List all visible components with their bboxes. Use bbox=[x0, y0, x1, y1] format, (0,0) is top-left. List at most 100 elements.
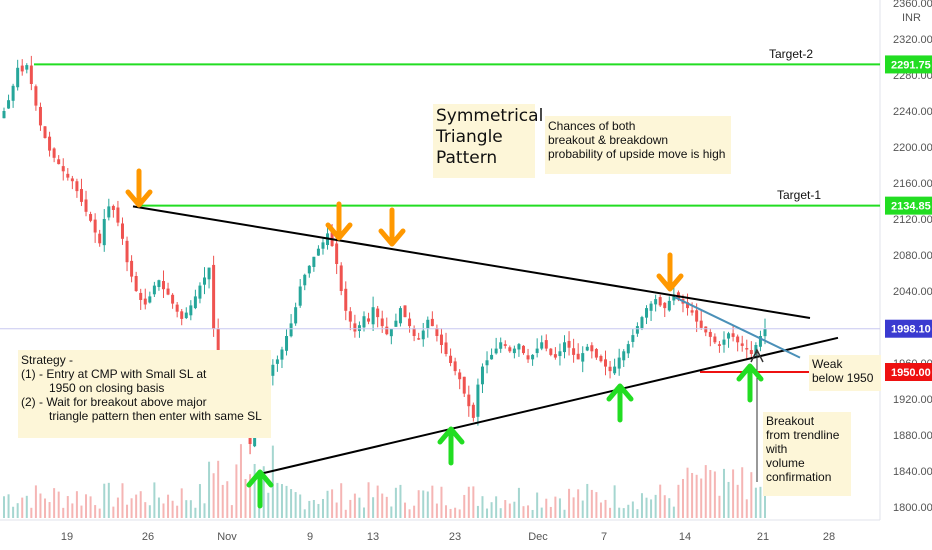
candle-body bbox=[380, 318, 384, 327]
candle-body bbox=[312, 256, 316, 267]
candle-body bbox=[294, 307, 298, 324]
candle-body bbox=[57, 159, 61, 165]
strategy-line: Strategy - bbox=[21, 353, 74, 367]
candle-body bbox=[667, 300, 671, 311]
candle-body bbox=[690, 310, 694, 313]
candle-body bbox=[102, 219, 106, 246]
volume-bar bbox=[208, 461, 211, 518]
candle-body bbox=[485, 360, 489, 366]
volume-bar bbox=[426, 491, 429, 518]
volume-bar bbox=[399, 484, 402, 518]
candle-body bbox=[526, 355, 530, 360]
volume-bar bbox=[271, 445, 274, 518]
y-tick-label: 2360.00 bbox=[893, 0, 932, 10]
volume-bar bbox=[7, 494, 10, 518]
candle-body bbox=[148, 296, 152, 303]
candle-body bbox=[581, 353, 585, 362]
target1-label: Target-1 bbox=[777, 188, 822, 202]
volume-bar bbox=[21, 497, 24, 518]
volume-bar bbox=[167, 494, 170, 518]
volume-bar bbox=[727, 481, 730, 518]
price-tag-label: 1998.10 bbox=[891, 324, 931, 336]
y-tick-label: 2320.00 bbox=[893, 34, 932, 46]
volume-bar bbox=[80, 505, 83, 518]
volume-bar bbox=[440, 486, 443, 518]
candle-body bbox=[540, 342, 544, 349]
volume-bar bbox=[713, 471, 716, 518]
candle-body bbox=[562, 342, 566, 353]
candle-body bbox=[116, 207, 120, 223]
volume-bar bbox=[668, 498, 671, 518]
candle-body bbox=[531, 354, 535, 360]
candle-body bbox=[549, 348, 553, 355]
candle-body bbox=[216, 328, 220, 358]
volume-bar bbox=[317, 503, 320, 518]
candle-body bbox=[362, 316, 366, 328]
candle-body bbox=[449, 355, 453, 363]
volume-bar bbox=[25, 495, 28, 518]
candle-body bbox=[335, 243, 339, 264]
volume-bar bbox=[12, 506, 15, 518]
candle-body bbox=[212, 264, 216, 329]
candle-body bbox=[316, 248, 320, 256]
pattern-title-line: Pattern bbox=[436, 148, 498, 168]
volume-bar bbox=[759, 486, 762, 518]
volume-bar bbox=[568, 488, 571, 518]
volume-bar bbox=[285, 485, 288, 518]
candle-body bbox=[143, 298, 147, 305]
x-tick-label: 26 bbox=[142, 531, 154, 543]
candle-body bbox=[640, 317, 644, 329]
volume-bar bbox=[745, 499, 748, 518]
candle-body bbox=[125, 240, 129, 263]
candle-body bbox=[417, 338, 421, 340]
x-tick-label: 9 bbox=[307, 531, 313, 543]
volume-bar bbox=[94, 505, 97, 518]
chances-line: probability of upside move is high bbox=[548, 147, 726, 161]
candle-body bbox=[558, 351, 562, 357]
candle-body bbox=[120, 223, 124, 239]
candle-body bbox=[339, 265, 343, 291]
candle-body bbox=[572, 348, 576, 355]
down-arrow-icon bbox=[125, 168, 153, 208]
y-tick-label: 2040.00 bbox=[893, 286, 932, 298]
volume-bar bbox=[463, 494, 466, 518]
volume-bar bbox=[267, 492, 270, 518]
candle-body bbox=[166, 288, 170, 295]
volume-bar bbox=[677, 484, 680, 518]
candle-body bbox=[604, 359, 608, 367]
candle-body bbox=[75, 181, 79, 192]
volume-bar bbox=[754, 487, 757, 518]
candle-body bbox=[139, 292, 143, 300]
volume-bar bbox=[244, 478, 247, 518]
volume-bar bbox=[709, 469, 712, 518]
volume-bar bbox=[194, 507, 197, 518]
volume-bar bbox=[162, 503, 165, 518]
volume-bar bbox=[422, 490, 425, 518]
volume-bar bbox=[736, 484, 739, 518]
strategy-line: (1) - Entry at CMP with Small SL at bbox=[21, 367, 207, 381]
candle-body bbox=[385, 326, 389, 335]
candle-body bbox=[740, 343, 744, 346]
volume-bar bbox=[171, 500, 174, 518]
candle-body bbox=[98, 233, 102, 244]
volume-bar bbox=[764, 491, 766, 518]
price-tag-label: 2134.85 bbox=[891, 201, 931, 213]
volume-bar bbox=[376, 485, 379, 518]
up-arrow-icon bbox=[246, 469, 274, 509]
volume-bar bbox=[454, 507, 457, 518]
breakout-line: volume bbox=[766, 456, 805, 470]
candle-body bbox=[663, 302, 667, 309]
volume-bar bbox=[180, 488, 183, 518]
volume-bar bbox=[385, 496, 388, 518]
volume-bar bbox=[217, 460, 220, 518]
volume-bar bbox=[326, 490, 329, 518]
candle-body bbox=[421, 330, 425, 340]
volume-bar bbox=[750, 472, 753, 518]
volume-bar bbox=[249, 474, 252, 518]
candle-body bbox=[161, 281, 165, 290]
candle-body bbox=[344, 288, 348, 311]
volume-bar bbox=[741, 467, 744, 518]
breakout-line: with bbox=[766, 442, 788, 456]
candle-body bbox=[389, 328, 393, 337]
chances-note: Chances of both breakout & breakdown pro… bbox=[545, 116, 731, 174]
